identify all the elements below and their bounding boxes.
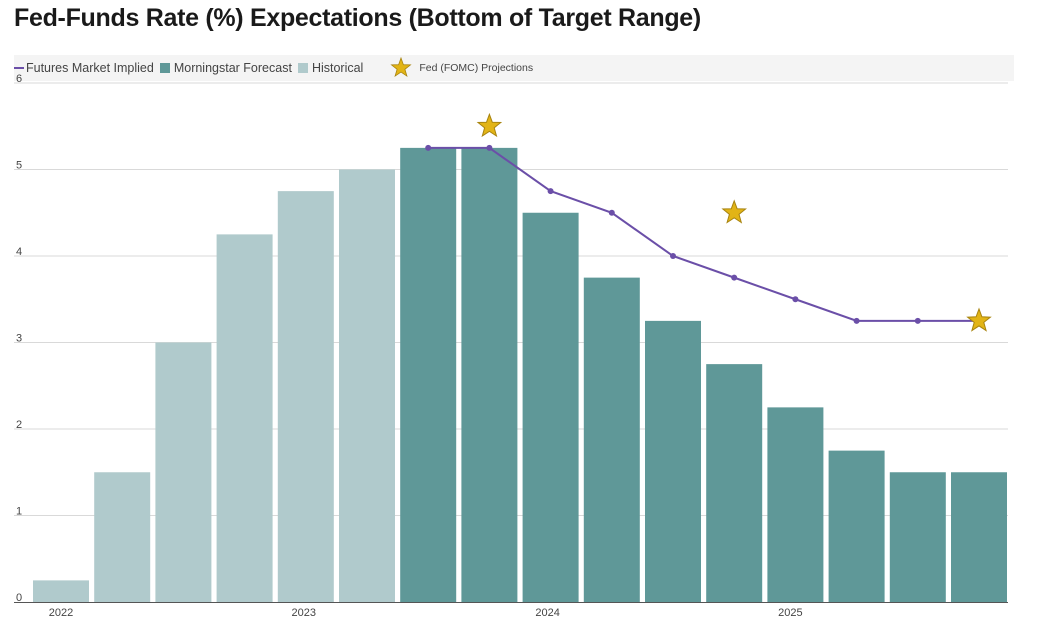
bar — [339, 169, 395, 602]
x-tick-label: 2022 — [49, 607, 73, 619]
fomc-star — [966, 307, 992, 332]
futures-point — [853, 317, 860, 324]
bar — [277, 191, 334, 602]
bar — [889, 472, 946, 602]
futures-point — [547, 188, 554, 195]
y-tick-label: 3 — [16, 333, 22, 345]
bar — [645, 320, 701, 602]
legend-label-historical: Historical — [311, 61, 364, 75]
futures-point — [608, 209, 615, 216]
bar — [461, 147, 518, 602]
futures-point — [914, 317, 921, 324]
legend-item-forecast: Morningstar Forecast — [159, 61, 292, 75]
x-tick-label: 2025 — [778, 607, 802, 619]
fomc-star — [476, 112, 503, 138]
x-tick-label: 2024 — [535, 607, 559, 619]
bar — [583, 277, 640, 602]
legend-background — [14, 55, 1014, 81]
futures-point — [731, 274, 738, 281]
futures-point — [670, 253, 676, 259]
futures-point — [425, 144, 432, 151]
forecast-swatch — [159, 63, 170, 73]
y-tick-label: 2 — [16, 419, 22, 431]
bar — [706, 364, 763, 602]
futures-line — [428, 146, 979, 322]
bar — [951, 472, 1007, 602]
bar — [767, 407, 824, 602]
bar — [216, 234, 273, 602]
bar — [94, 472, 151, 602]
y-tick-label: 4 — [16, 246, 22, 258]
y-tick-label: 0 — [16, 592, 22, 604]
bar — [155, 342, 212, 602]
y-tick-label: 6 — [16, 73, 22, 85]
chart-title: Fed-Funds Rate (%) Expectations (Bottom … — [14, 4, 701, 32]
star-icon — [390, 57, 412, 78]
x-tick-label: 2023 — [292, 607, 316, 619]
legend-item-futures: Futures Market Implied — [14, 61, 154, 75]
bar — [522, 212, 579, 602]
bar — [828, 450, 885, 602]
bar — [33, 580, 89, 602]
legend: Futures Market Implied Morningstar Forec… — [14, 57, 539, 79]
legend-label-forecast: Morningstar Forecast — [173, 61, 292, 75]
legend-item-fomc: Fed (FOMC) Projections — [389, 57, 533, 79]
historical-swatch — [297, 63, 308, 73]
futures-point — [792, 296, 799, 303]
y-tick-label: 5 — [16, 160, 22, 172]
futures-point — [486, 144, 493, 151]
bar — [400, 147, 457, 602]
futures-line-swatch — [14, 67, 24, 69]
legend-label-futures: Futures Market Implied — [26, 61, 154, 75]
fomc-star — [721, 199, 747, 224]
legend-label-fomc: Fed (FOMC) Projections — [419, 62, 534, 74]
y-tick-label: 1 — [16, 506, 22, 518]
legend-item-historical: Historical — [297, 61, 364, 75]
